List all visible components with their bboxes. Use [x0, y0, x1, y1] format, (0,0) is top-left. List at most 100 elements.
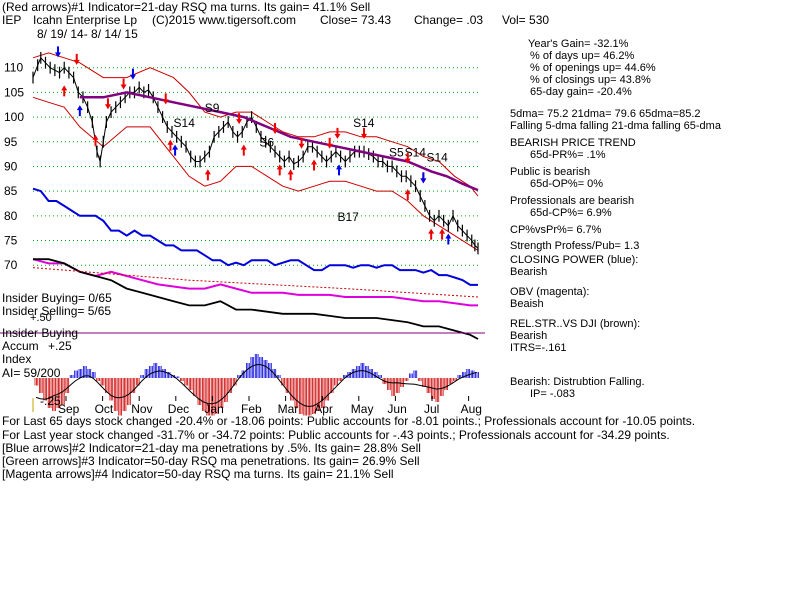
relstr-bearish: Bearish [510, 330, 548, 342]
lower-band-line [32, 96, 479, 251]
blue-down-arrow-icon [420, 172, 427, 184]
month-label: May [351, 402, 374, 416]
red-up-arrow-icon [92, 134, 99, 146]
blue-up-arrow-icon [76, 105, 83, 117]
insider-buying-2: Insider Buying [2, 326, 79, 340]
month-label: Feb [241, 402, 262, 416]
pct-days-up: % of days up= 46.2% [530, 50, 635, 62]
red-up-arrow-icon [61, 85, 68, 97]
dma-values: 5dma= 75.2 21dma= 79.6 65dma=85.2 [510, 108, 701, 120]
red-down-arrow-icon [334, 127, 341, 139]
red-up-arrow-icon [439, 228, 446, 240]
signal-label: S14 [405, 146, 427, 160]
y-tick-label: 90 [4, 159, 18, 173]
bearish-trend: BEARISH PRICE TREND [510, 137, 636, 149]
red-up-arrow-icon [167, 139, 174, 151]
strength: Strength Profess/Pub= 1.3 [510, 240, 640, 252]
signal-label: S14 [353, 116, 375, 130]
month-label: Jul [424, 402, 439, 416]
dma-falling: Falling 5-dma falling 21-dma falling 65-… [510, 120, 721, 132]
red-down-arrow-icon [404, 152, 411, 164]
pros-bearish: Professionals are bearish [510, 195, 635, 207]
red-down-arrow-icon [361, 127, 368, 139]
month-label: Dec [168, 402, 189, 416]
red-down-arrow-icon [162, 93, 169, 105]
footer-line-1: For Last 65 days stock changed -20.4% or… [2, 414, 696, 428]
signal-label: S14 [426, 151, 448, 165]
stats-panel: Year's Gain= -32.1% % of days up= 46.2% … [510, 38, 721, 400]
obv-bearish: Beaish [510, 298, 544, 310]
blue-down-arrow-icon [129, 68, 136, 80]
plus50-label: +.50 [30, 312, 52, 324]
change-label: Change= .03 [414, 13, 484, 27]
closing-power-bearish: Bearish [510, 266, 548, 278]
month-label: Oct [95, 402, 114, 416]
ma65-line [79, 91, 479, 192]
red-up-arrow-icon [404, 189, 411, 201]
relstr-line [33, 258, 479, 340]
obv-label: OBV (magenta): [510, 286, 590, 298]
y-tick-label: 100 [4, 110, 24, 124]
index-label: Index [2, 352, 32, 366]
footer-line-4: [Green arrows]#3 Indicator=50-day RSQ ma… [2, 454, 420, 468]
cpvspr: CP%vsPr%= 6.7% [510, 224, 602, 236]
red-up-arrow-icon [311, 159, 318, 171]
month-label: Apr [314, 402, 333, 416]
pct-closings-up: % of closings up= 43.8% [530, 74, 651, 86]
red-up-arrow-icon [287, 169, 294, 181]
y-tick-label: 110 [4, 61, 23, 75]
signal-label: S9 [205, 101, 220, 115]
blue-up-arrow-icon [336, 164, 343, 176]
red-down-arrow-icon [272, 122, 279, 134]
red-down-arrow-icon [104, 98, 111, 110]
distribution-label: Bearish: Distrubtion Falling. [510, 376, 645, 388]
red-up-arrow-icon [240, 144, 247, 156]
public-bearish: Public is bearish [510, 166, 591, 178]
relstr-label: REL.STR..VS DJI (brown): [510, 318, 641, 330]
month-label: Aug [461, 402, 482, 416]
ai-label: AI= 59/200 [2, 366, 61, 380]
signal-label: S6 [259, 136, 274, 150]
vol-label: Vol= 530 [502, 13, 550, 27]
company-label: Icahn Enterprise Lp [33, 13, 138, 27]
footer-line-5: [Magenta arrows]#4 Indicator=50-day RSQ … [2, 467, 394, 481]
y-tick-label: 85 [4, 184, 18, 198]
date-range: 8/ 19/ 14- 8/ 14/ 15 [37, 27, 138, 41]
red-down-arrow-icon [73, 53, 80, 65]
accum-ma-line [35, 364, 477, 408]
ticker-label: IEP [2, 13, 22, 27]
closing-power-line [32, 187, 478, 286]
footer-line-3: [Blue arrows]#2 Indicator=21-day ma pene… [2, 441, 421, 455]
red-down-arrow-icon [236, 113, 243, 125]
y-tick-label: 75 [4, 234, 18, 248]
ip-value: IP= -.083 [530, 388, 575, 400]
insider-selling: Insider Selling= 5/65 [2, 304, 112, 318]
red-down-arrow-icon [120, 78, 127, 90]
signal-label: S14 [174, 116, 196, 130]
blue-up-arrow-icon [172, 144, 179, 156]
month-label: Nov [131, 402, 152, 416]
copyright-label: (C)2015 www.tigersoft.com [152, 13, 297, 27]
month-label: Jan [204, 402, 223, 416]
y-tick-label: 70 [4, 258, 18, 272]
minus25-label: -.25 [40, 394, 61, 408]
signal-label: S5 [389, 146, 404, 160]
plus25-label: +.25 [48, 339, 72, 353]
itrs-value: ITRS=-.161 [510, 342, 567, 354]
red-up-arrow-icon [276, 164, 283, 176]
blue-up-arrow-icon [445, 233, 452, 245]
accum-label: Accum [2, 339, 39, 353]
pct-openings-up: % of openings up= 44.6% [530, 62, 656, 74]
cp-value: 65d-CP%= 6.9% [530, 207, 612, 219]
month-label: Jun [387, 402, 406, 416]
footer-line-2: For Last year stock changed -31.7% or -3… [2, 428, 670, 442]
closing-power-label: CLOSING POWER (blue): [510, 254, 639, 266]
op-value: 65d-OP%= 0% [530, 178, 604, 190]
month-label: Sep [58, 402, 80, 416]
month-label: Mar [278, 402, 299, 416]
close-label: Close= 73.43 [320, 13, 392, 27]
red-down-arrow-icon [326, 137, 333, 149]
red-down-arrow-icon [298, 137, 305, 149]
years-gain: Year's Gain= -32.1% [528, 38, 629, 50]
